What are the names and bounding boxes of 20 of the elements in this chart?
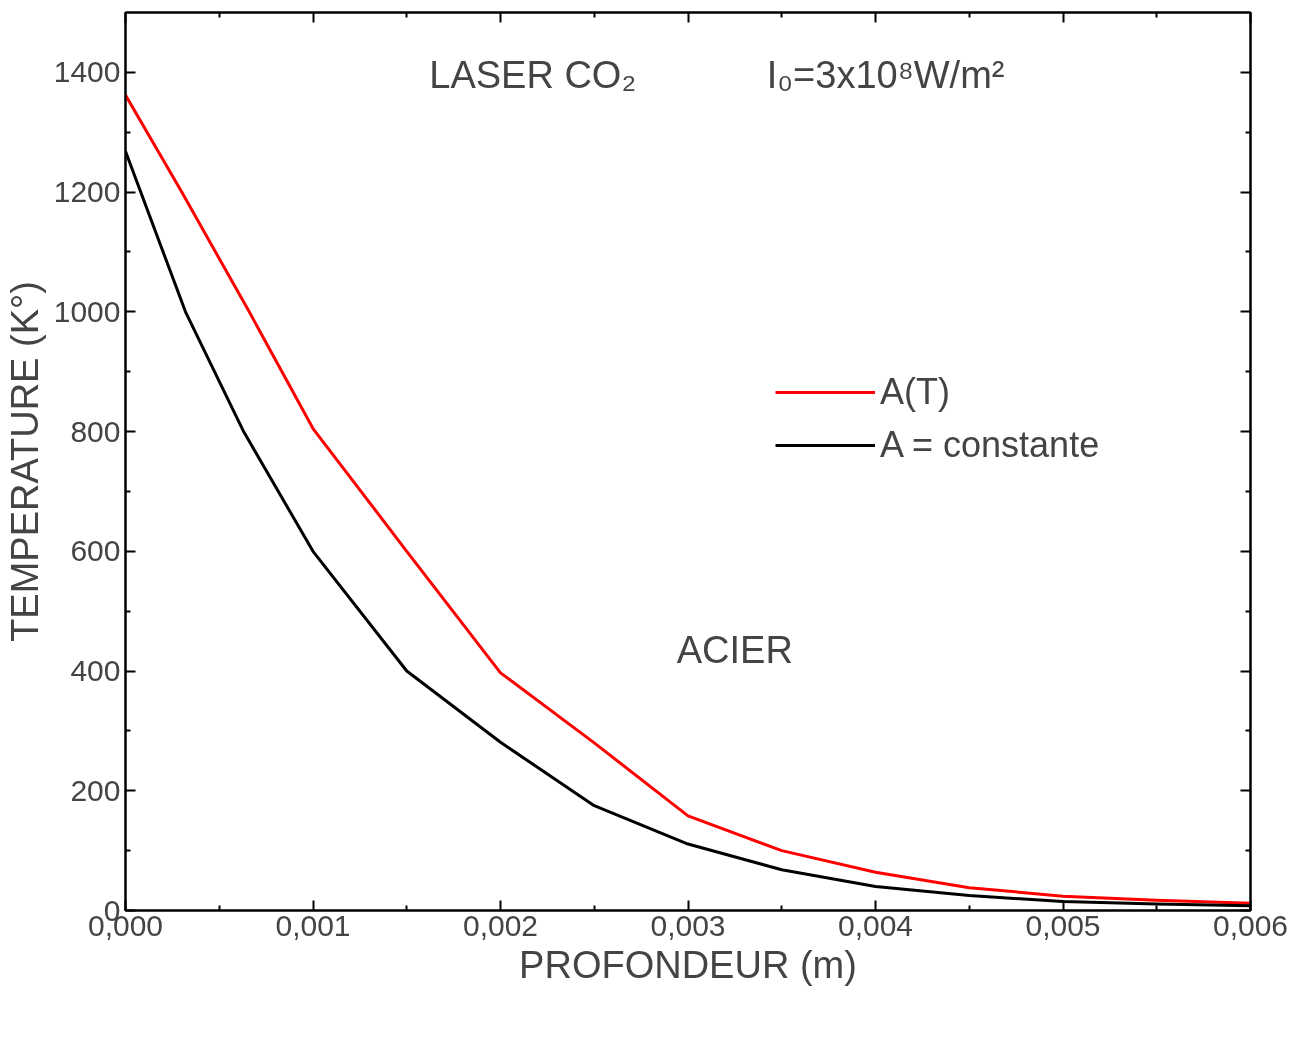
x-tick-label: 0,005	[1025, 908, 1101, 942]
y-tick-label: 200	[70, 773, 121, 807]
y-tick-label: 400	[70, 654, 121, 688]
annotation: ACIER	[676, 629, 793, 672]
annotation: I₀=3x10⁸W/m²	[766, 54, 1005, 97]
x-tick-label: 0,003	[650, 908, 726, 942]
y-tick-label: 1000	[53, 294, 121, 328]
x-tick-label: 0,001	[275, 908, 351, 942]
x-tick-label: 0,004	[837, 908, 914, 942]
y-axis-title: TEMPERATURE (K°)	[3, 281, 46, 642]
x-axis-title: PROFONDEUR (m)	[519, 943, 857, 986]
x-tick-label: 0,002	[462, 908, 539, 942]
y-tick-label: 1200	[53, 175, 121, 209]
y-tick-label: 800	[70, 414, 121, 448]
legend-label: A = constante	[880, 423, 1100, 467]
y-tick-label: 1400	[53, 55, 121, 89]
x-tick-label: 0,006	[1212, 908, 1289, 942]
y-tick-label: 600	[70, 534, 121, 568]
annotation: LASER CO₂	[429, 54, 637, 97]
legend-label: A(T)	[880, 370, 950, 414]
